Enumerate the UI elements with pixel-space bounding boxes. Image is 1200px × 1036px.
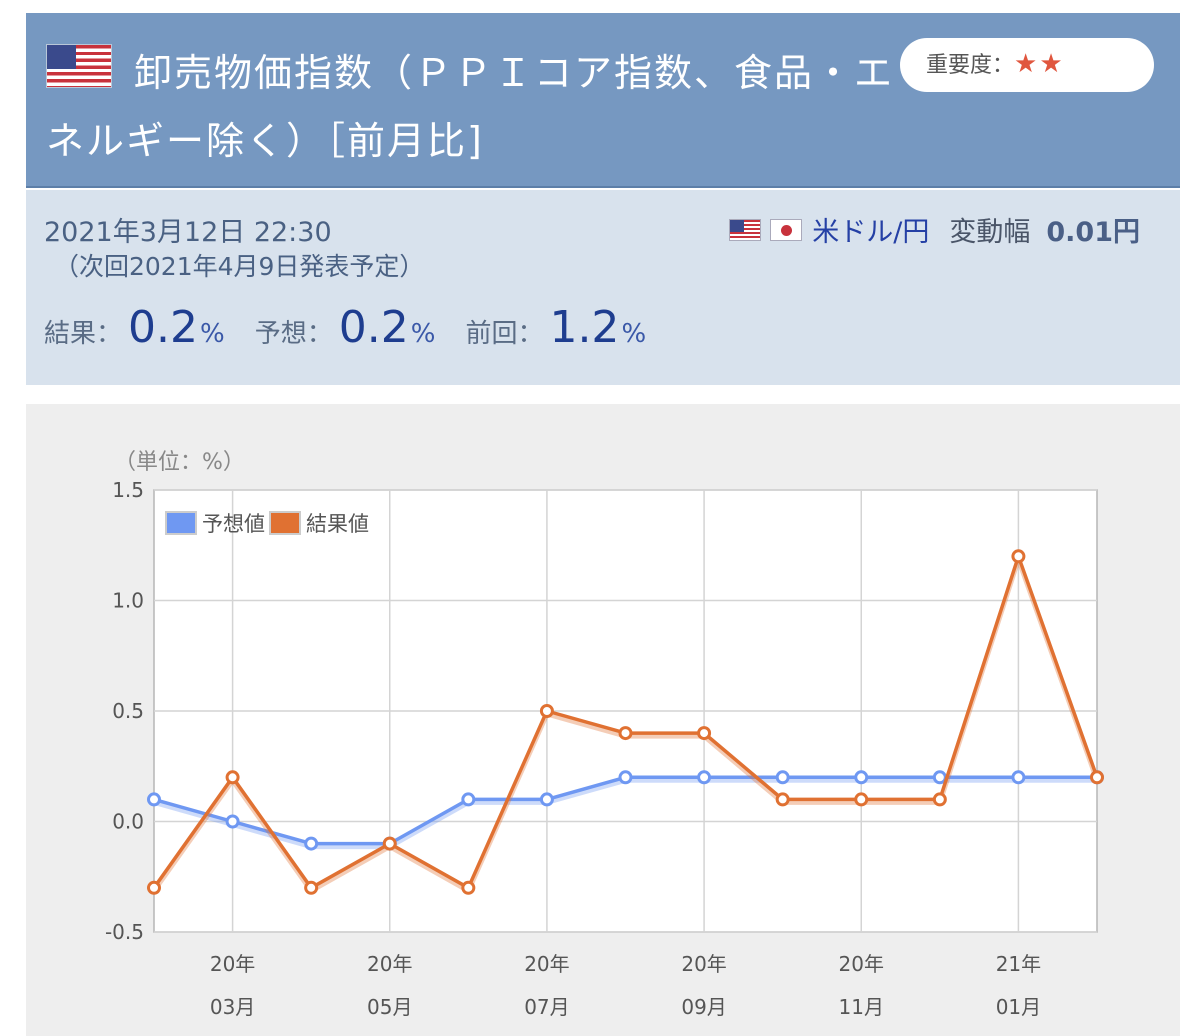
x-tick-year: 21年 <box>996 952 1041 976</box>
forecast-unit: % <box>410 319 436 349</box>
x-tick-year: 20年 <box>524 952 569 976</box>
legend-label: 予想値 <box>202 512 265 536</box>
previous-unit: % <box>621 319 647 349</box>
ppi-line-chart: 1.5 1.0 0.5 0.0 -0.5 （単位：%） 20年 03月 20年 05月 20年 07月… <box>105 450 1104 1019</box>
importance-badge: 重要度：★★ <box>900 38 1154 92</box>
forecast-point <box>854 770 869 785</box>
x-tick-month: 01月 <box>996 995 1041 1019</box>
legend-swatch <box>269 511 301 535</box>
forecast-point <box>1011 770 1026 785</box>
y-tick-label: 1.0 <box>112 589 144 613</box>
x-tick-year: 20年 <box>839 952 884 976</box>
x-tick-year: 20年 <box>367 952 412 976</box>
range-label: 変動幅 <box>949 217 1031 248</box>
chart-container: 1.5 1.0 0.5 0.0 -0.5 （単位：%） 20年 03月 20年 05月 20年 07月… <box>26 404 1180 1036</box>
forecast-point <box>932 770 947 785</box>
previous-value: 1.2 <box>549 302 620 353</box>
result-point <box>775 792 790 807</box>
indicator-header: 卸売物価指数（ＰＰＩコア指数、食品・エネルギー除く）［前月比] 重要度：★★ <box>26 13 1180 188</box>
x-tick-month: 09月 <box>681 995 726 1019</box>
legend-label: 結果値 <box>306 512 369 536</box>
y-tick-label: -0.5 <box>105 920 144 944</box>
importance-stars: ★★ <box>1014 49 1065 79</box>
result-value: 0.2 <box>128 302 198 353</box>
forecast-value: 0.2 <box>338 302 409 353</box>
range-value: 0.01円 <box>1046 217 1140 248</box>
x-tick-month: 03月 <box>210 995 255 1019</box>
result-point <box>932 792 947 807</box>
release-datetime: 2021年3月12日 22:30 <box>44 217 332 248</box>
y-tick-label: 0.0 <box>112 810 144 834</box>
result-point <box>225 770 240 785</box>
result-item: 結果： 0.2 % <box>44 302 225 353</box>
result-point <box>854 792 869 807</box>
result-point <box>618 726 633 741</box>
forecast-item: 予想： 0.2 % <box>255 302 436 353</box>
indicator-title: 卸売物価指数（ＰＰＩコア指数、食品・エネルギー除く）［前月比] <box>46 51 895 163</box>
x-tick-year: 20年 <box>681 952 726 976</box>
x-tick-year: 20年 <box>210 952 255 976</box>
y-tick-label: 1.5 <box>112 478 144 502</box>
previous-label: 前回： <box>465 319 544 349</box>
forecast-point <box>539 792 554 807</box>
forecast-point <box>304 836 319 851</box>
indicator-info-panel: 2021年3月12日 22:30 （次回2021年4月9日発表予定） 米ドル/円… <box>26 190 1180 385</box>
y-tick-label: 0.5 <box>112 699 144 723</box>
unit-label: （単位：%） <box>114 450 245 475</box>
forecast-point <box>618 770 633 785</box>
result-point <box>697 726 712 741</box>
result-point <box>382 836 397 851</box>
forecast-point <box>697 770 712 785</box>
result-point <box>539 704 554 718</box>
result-point <box>304 880 319 895</box>
forecast-point <box>147 792 161 807</box>
jp-flag-icon <box>770 218 803 241</box>
forecast-point <box>461 792 476 807</box>
x-tick-month: 05月 <box>367 995 412 1019</box>
result-unit: % <box>200 319 225 349</box>
result-point <box>147 880 161 895</box>
us-flag-icon <box>729 218 762 241</box>
result-point <box>1011 549 1026 564</box>
x-tick-month: 11月 <box>839 995 884 1019</box>
forecast-label: 予想： <box>254 319 333 349</box>
next-release: （次回2021年4月9日発表予定） <box>54 252 425 281</box>
currency-pair-info: 米ドル/円 変動幅 0.01円 <box>729 210 1140 249</box>
forecast-point <box>225 814 240 829</box>
result-point <box>461 880 476 895</box>
forecast-point <box>775 770 790 785</box>
previous-item: 前回： 1.2 % <box>465 302 646 353</box>
importance-label: 重要度： <box>926 53 1015 78</box>
result-label: 結果： <box>44 319 123 349</box>
currency-pair-link[interactable]: 米ドル/円 <box>812 217 930 248</box>
us-flag-icon <box>46 44 112 88</box>
x-tick-month: 07月 <box>524 995 569 1019</box>
legend-swatch <box>165 511 197 535</box>
indicator-values: 結果： 0.2 % 予想： 0.2 % 前回： 1.2 % <box>44 302 676 353</box>
result-point <box>1090 770 1104 785</box>
